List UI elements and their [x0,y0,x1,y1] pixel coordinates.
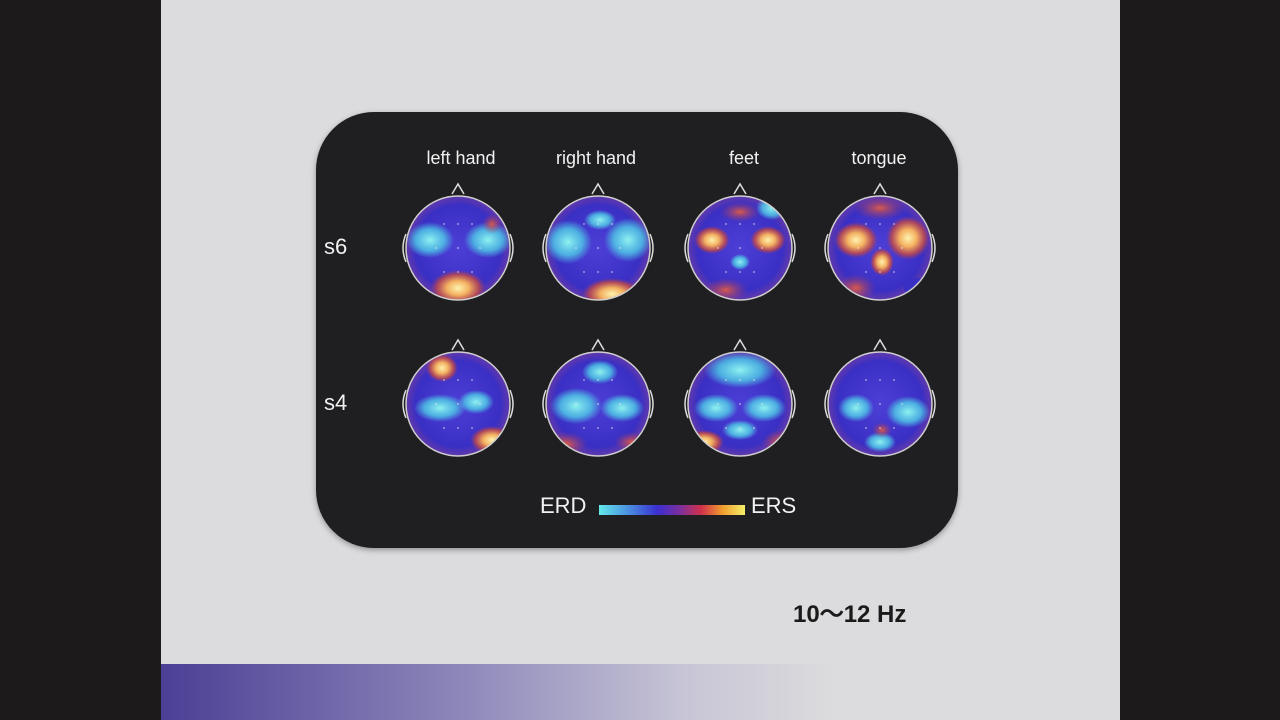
topomap-s4-left-hand [402,338,514,457]
slide-footer-bar [161,664,1120,720]
topomap-s6-tongue [824,182,936,301]
colorbar-label-ers: ERS [751,493,797,518]
colorbar-label-erd: ERD [540,493,587,518]
column-label-right-hand: right hand [555,148,637,168]
column-label-feet: feet [728,148,760,168]
row-label-s6: s6 [324,234,348,259]
topomap-s4-right-hand [542,338,654,457]
topomap-s4-tongue [824,338,936,457]
topomap-figure: left hand right hand feet tongue s6 s4 [316,112,958,548]
topomap-s6-feet [684,182,796,301]
topomap-s4-feet [684,338,796,457]
slide: left hand right hand feet tongue s6 s4 [161,0,1120,720]
column-label-tongue: tongue [851,148,907,168]
column-label-left-hand: left hand [426,148,496,168]
row-label-s4: s4 [324,390,348,415]
colorbar [599,505,745,515]
topomap-s6-left-hand [402,182,514,301]
frequency-caption: 10～12 Hz [793,601,907,628]
topomap-grid [402,182,936,457]
electrode-dots [435,223,903,429]
